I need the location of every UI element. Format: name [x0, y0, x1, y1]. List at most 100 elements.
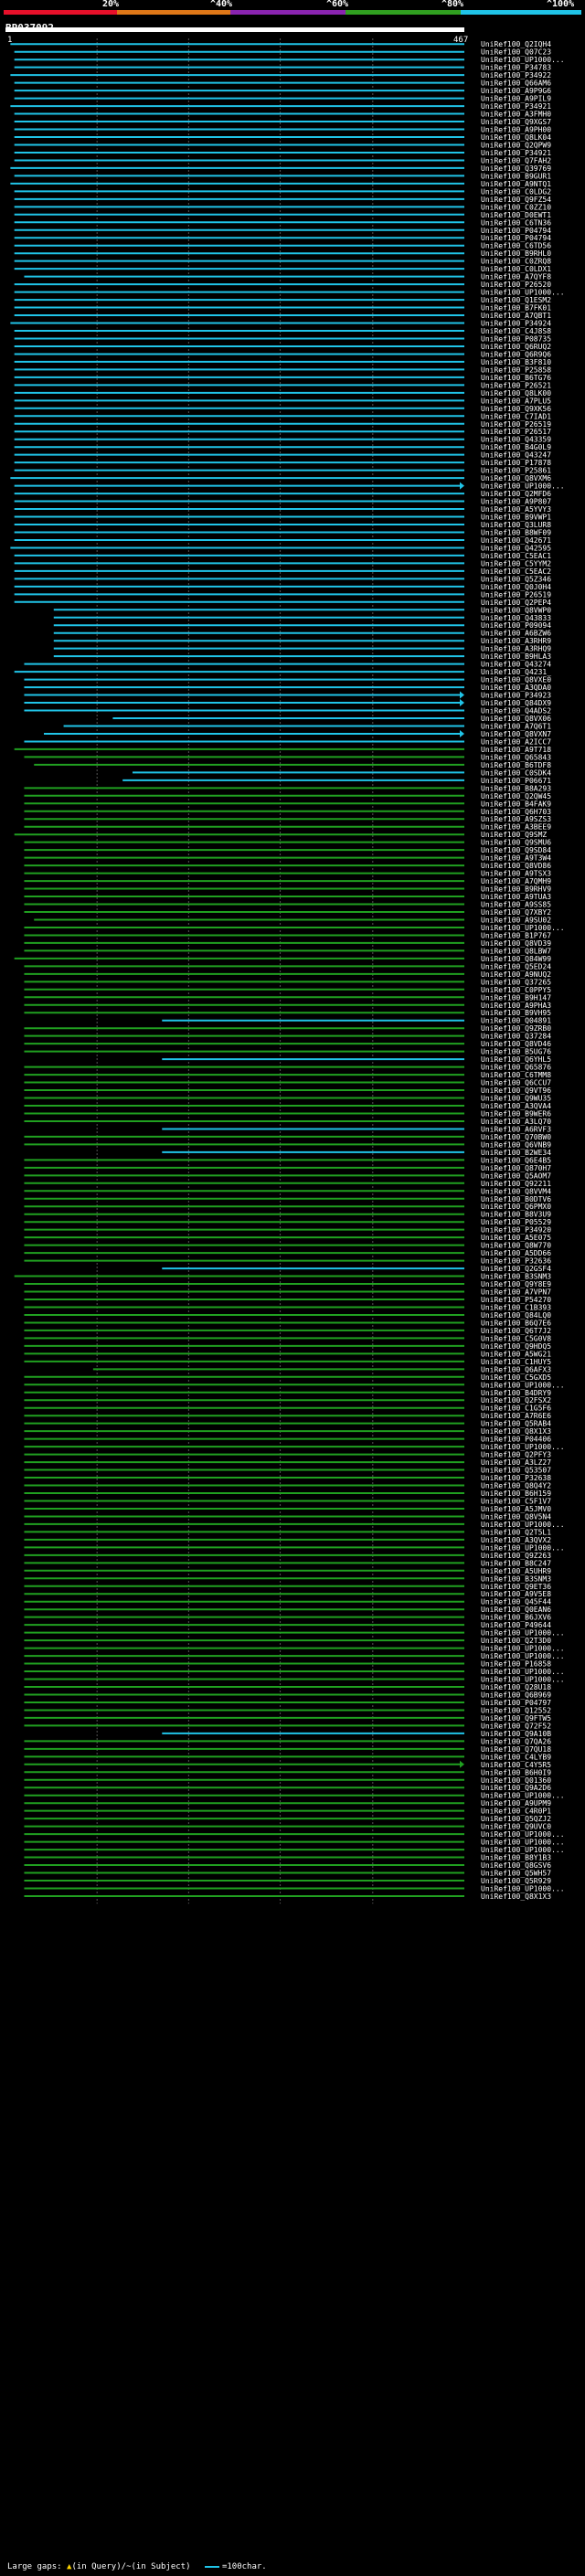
hit-label[interactable]: UniRef100_Q45F44 [481, 1598, 551, 1606]
hit-label[interactable]: UniRef100_Q9SD84 [481, 846, 551, 854]
hit-label[interactable]: UniRef100_Q2QPW9 [481, 141, 551, 149]
hit-label[interactable]: UniRef100_Q8VX06 [481, 715, 551, 723]
hit-label[interactable]: UniRef100_P49644 [481, 1621, 551, 1629]
hit-label[interactable]: UniRef100_P16858 [481, 1660, 551, 1669]
hit-label[interactable]: UniRef100_Q72F52 [481, 1722, 551, 1730]
hit-label[interactable]: UniRef100_A3RHQ9 [481, 645, 551, 653]
hit-label[interactable]: UniRef100_Q6AFX3 [481, 1365, 551, 1373]
hit-label[interactable]: UniRef100_B9GUR1 [481, 172, 551, 180]
hit-label[interactable]: UniRef100_C6TD56 [481, 242, 551, 250]
hit-label[interactable]: UniRef100_UP1000... [481, 1846, 565, 1854]
hit-label[interactable]: UniRef100_Q42671 [481, 536, 551, 545]
hit-label[interactable]: UniRef100_A5WG21 [481, 1350, 551, 1358]
hit-label[interactable]: UniRef100_P04797 [481, 1699, 551, 1707]
hit-label[interactable]: UniRef100_Q2GSF4 [481, 1265, 551, 1273]
hit-label[interactable]: UniRef100_Q7FAH2 [481, 156, 551, 164]
hit-label[interactable]: UniRef100_Q5R929 [481, 1877, 551, 1885]
hit-label[interactable]: UniRef100_A9PIL9 [481, 95, 551, 103]
hit-label[interactable]: UniRef100_P26517 [481, 428, 551, 436]
hit-label[interactable]: UniRef100_A9NUQ2 [481, 970, 551, 979]
hit-label[interactable]: UniRef100_UP1000... [481, 289, 565, 297]
hit-label[interactable]: UniRef100_A9TSX3 [481, 870, 551, 878]
hit-label[interactable]: UniRef100_Q4231_ [481, 668, 551, 676]
hit-label[interactable]: UniRef100_Q43359 [481, 436, 551, 444]
hit-label[interactable]: UniRef100_Q6PMX0 [481, 1203, 551, 1211]
hit-label[interactable]: UniRef100_P08735 [481, 334, 551, 343]
hit-label[interactable]: UniRef100_UP1000... [481, 1884, 565, 1892]
hit-label[interactable]: UniRef100_B6TDF8 [481, 761, 551, 769]
hit-label[interactable]: UniRef100_C0SDK4 [481, 769, 551, 777]
hit-label[interactable]: UniRef100_P32636 [481, 1257, 551, 1266]
hit-label[interactable]: UniRef100_P04794 [481, 227, 551, 235]
hit-label[interactable]: UniRef100_Q8LK00 [481, 389, 551, 398]
hit-label[interactable]: UniRef100_Q9UVC0 [481, 1823, 551, 1831]
hit-label[interactable]: UniRef100_A9TUA3 [481, 893, 551, 901]
hit-label[interactable]: UniRef100_A9SZS3 [481, 815, 551, 823]
hit-label[interactable]: UniRef100_Q9A10B [481, 1730, 551, 1738]
hit-label[interactable]: UniRef100_Q7QA26 [481, 1737, 551, 1745]
hit-label[interactable]: UniRef100_A5DD66 [481, 1249, 551, 1257]
hit-label[interactable]: UniRef100_C1G5F6 [481, 1405, 551, 1413]
hit-label[interactable]: UniRef100_C5EAC1 [481, 552, 551, 560]
hit-label[interactable]: UniRef100_UP1000... [481, 1839, 565, 1847]
hit-label[interactable]: UniRef100_C4LYB9 [481, 1753, 551, 1761]
hit-label[interactable]: UniRef100_Q37284 [481, 1033, 551, 1041]
hit-label[interactable]: UniRef100_C6TN36 [481, 218, 551, 227]
hit-label[interactable]: UniRef100_C5F1V7 [481, 1497, 551, 1505]
hit-label[interactable]: UniRef100_Q6YHL5 [481, 1055, 551, 1064]
hit-label[interactable]: UniRef100_Q43833 [481, 614, 551, 622]
hit-label[interactable]: UniRef100_A3FMH0 [481, 111, 551, 119]
hit-label[interactable]: UniRef100_P54270 [481, 1296, 551, 1304]
hit-label[interactable]: UniRef100_Q6R9Q6 [481, 350, 551, 358]
hit-label[interactable]: UniRef100_A5E075 [481, 1234, 551, 1242]
hit-label[interactable]: UniRef100_C5G0V8 [481, 1334, 551, 1342]
hit-label[interactable]: UniRef100_Q3LUR8 [481, 521, 551, 529]
hit-label[interactable]: UniRef100_P26520 [481, 281, 551, 289]
hit-label[interactable]: UniRef100_Q37265 [481, 978, 551, 986]
hit-label[interactable]: UniRef100_B3SNM3 [481, 1574, 551, 1583]
hit-label[interactable]: UniRef100_UP1000... [481, 56, 565, 64]
hit-label[interactable]: UniRef100_Q6E4B5 [481, 1156, 551, 1164]
hit-label[interactable]: UniRef100_A9V5E8 [481, 1590, 551, 1598]
hit-label[interactable]: UniRef100_Q2FSX2 [481, 1396, 551, 1405]
hit-label[interactable]: UniRef100_Q5RAB4 [481, 1420, 551, 1428]
hit-label[interactable]: UniRef100_Q7XBY2 [481, 908, 551, 917]
hit-label[interactable]: UniRef100_C5YYM2 [481, 559, 551, 567]
hit-label[interactable]: UniRef100_B9VWP1 [481, 514, 551, 522]
hit-label[interactable]: UniRef100_Q7QU18 [481, 1745, 551, 1754]
hit-label[interactable]: UniRef100_A5YVY3 [481, 505, 551, 514]
hit-label[interactable]: UniRef100_B6JXV6 [481, 1614, 551, 1622]
hit-label[interactable]: UniRef100_Q84W99 [481, 955, 551, 963]
hit-label[interactable]: UniRef100_Q8X1X3 [481, 1892, 551, 1901]
hit-label[interactable]: UniRef100_Q9HDQ5 [481, 1342, 551, 1351]
hit-label[interactable]: UniRef100_UP1000... [481, 1521, 565, 1529]
hit-label[interactable]: UniRef100_Q0EAN6 [481, 1606, 551, 1614]
hit-label[interactable]: UniRef100_UP1000... [481, 1645, 565, 1653]
hit-label[interactable]: UniRef100_Q2MFD6 [481, 490, 551, 498]
hit-label[interactable]: UniRef100_B4FAK9 [481, 800, 551, 808]
hit-label[interactable]: UniRef100_C4Y5R5 [481, 1761, 551, 1769]
hit-label[interactable]: UniRef100_B7FK01 [481, 304, 551, 313]
hit-label[interactable]: UniRef100_Q1ESM2 [481, 296, 551, 304]
hit-label[interactable]: UniRef100_Q9XK56 [481, 405, 551, 413]
hit-label[interactable]: UniRef100_C0ZRQ8 [481, 258, 551, 266]
hit-label[interactable]: UniRef100_Q9Y8E9 [481, 1280, 551, 1288]
hit-label[interactable]: UniRef100_UP1000... [481, 1830, 565, 1839]
hit-label[interactable]: UniRef100_Q92211 [481, 1180, 551, 1188]
hit-label[interactable]: UniRef100_C4J8S8 [481, 327, 551, 335]
hit-label[interactable]: UniRef100_C0LDX1 [481, 265, 551, 273]
hit-label[interactable]: UniRef100_UP1000... [481, 924, 565, 932]
hit-label[interactable]: UniRef100_Q9ZRB0 [481, 1024, 551, 1033]
hit-label[interactable]: UniRef100_B0DTV6 [481, 1195, 551, 1203]
hit-label[interactable]: UniRef100_A3QDA0 [481, 684, 551, 692]
hit-label[interactable]: UniRef100_P09094 [481, 621, 551, 630]
hit-label[interactable]: UniRef100_C1B393 [481, 1303, 551, 1311]
hit-label[interactable]: UniRef100_Q0J0H4 [481, 583, 551, 591]
hit-label[interactable]: UniRef100_Q6T7J2 [481, 1327, 551, 1335]
hit-label[interactable]: UniRef100_B4G0L9 [481, 443, 551, 451]
hit-label[interactable]: UniRef100_Q8VXE0 [481, 676, 551, 684]
hit-label[interactable]: UniRef100_A7QYF8 [481, 273, 551, 281]
hit-label[interactable]: UniRef100_UP1000... [481, 1629, 565, 1638]
hit-label[interactable]: UniRef100_Q5ED24 [481, 962, 551, 970]
hit-label[interactable]: UniRef100_Q65843 [481, 753, 551, 761]
